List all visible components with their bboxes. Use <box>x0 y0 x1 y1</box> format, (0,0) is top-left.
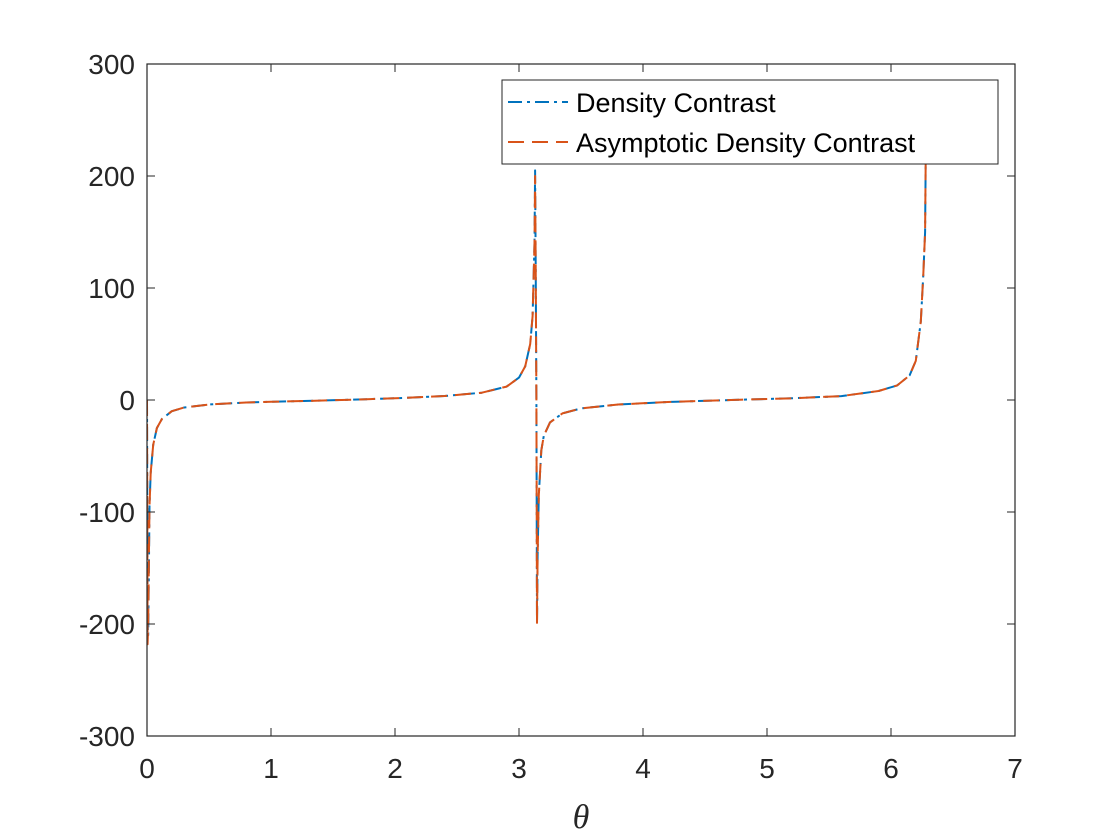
x-tick-label: 4 <box>635 753 651 784</box>
series-line-asymptotic-density-contrast <box>147 159 927 646</box>
plot-area <box>147 64 1015 736</box>
y-tick-label: 0 <box>119 385 135 416</box>
ticks-layer: 0 1 2 3 4 5 6 7 -300 -200 -100 0 100 200 300 <box>79 49 1023 784</box>
legend-label-density-contrast: Density Contrast <box>576 88 776 118</box>
y-tick-label: 200 <box>88 161 135 192</box>
y-tick-label: 100 <box>88 273 135 304</box>
x-tick-label: 6 <box>883 753 899 784</box>
x-tick-label: 7 <box>1007 753 1023 784</box>
x-tick-label: 2 <box>387 753 403 784</box>
y-tick-label: 300 <box>88 49 135 80</box>
legend: Density Contrast Asymptotic Density Cont… <box>501 79 999 165</box>
series-layer <box>147 159 927 646</box>
x-tick-label: 5 <box>759 753 775 784</box>
y-tick-label: -300 <box>79 721 135 752</box>
x-axis-label: θ <box>573 799 590 836</box>
x-tick-label: 0 <box>139 753 155 784</box>
x-tick-label: 3 <box>511 753 527 784</box>
y-tick-label: -200 <box>79 609 135 640</box>
y-tick-label: -100 <box>79 497 135 528</box>
x-tick-label: 1 <box>263 753 279 784</box>
legend-label-asymptotic-density-contrast: Asymptotic Density Contrast <box>576 128 916 158</box>
legend-box <box>501 79 999 165</box>
